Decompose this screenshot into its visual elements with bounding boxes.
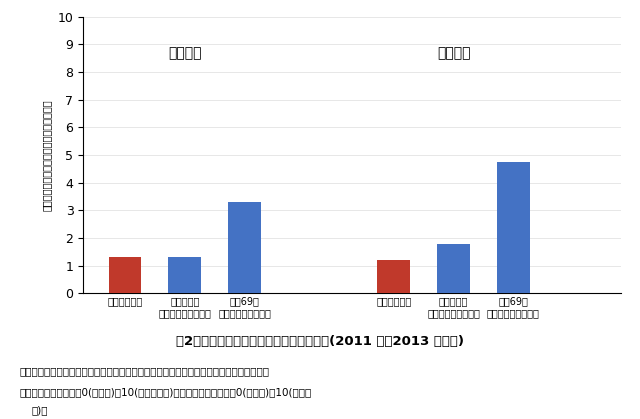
- Text: 葉いもち: 葉いもち: [168, 46, 202, 60]
- Y-axis label: 発病程度（値が小さいほど発病が少ない）: 発病程度（値が小さいほど発病が少ない）: [42, 99, 52, 211]
- Bar: [168, 257, 201, 293]
- Bar: [109, 257, 141, 293]
- Bar: [497, 162, 530, 293]
- Text: 穂いもち: 穂いもち: [436, 46, 470, 60]
- Bar: [378, 260, 410, 293]
- Bar: [228, 202, 261, 293]
- Text: 病)。: 病)。: [32, 406, 49, 416]
- Text: 注）葉いもちは畑条件で遅播き、穂いもちは極多肥栽培して、いもち病の発生を促した。: 注）葉いもちは畑条件で遅播き、穂いもちは極多肥栽培して、いもち病の発生を促した。: [19, 366, 269, 376]
- Text: 図2　「ときめきもち」のいもち発病程度(2011 年～2013 年平均): 図2 「ときめきもち」のいもち発病程度(2011 年～2013 年平均): [176, 335, 464, 348]
- Text: 葉いもち発病程度：0(無発病)～10(全茎葉枯死)、穂いもち発病程度：0(無発病)～10(全籾罹: 葉いもち発病程度：0(無発病)～10(全茎葉枯死)、穂いもち発病程度：0(無発病…: [19, 387, 312, 397]
- Bar: [437, 243, 470, 293]
